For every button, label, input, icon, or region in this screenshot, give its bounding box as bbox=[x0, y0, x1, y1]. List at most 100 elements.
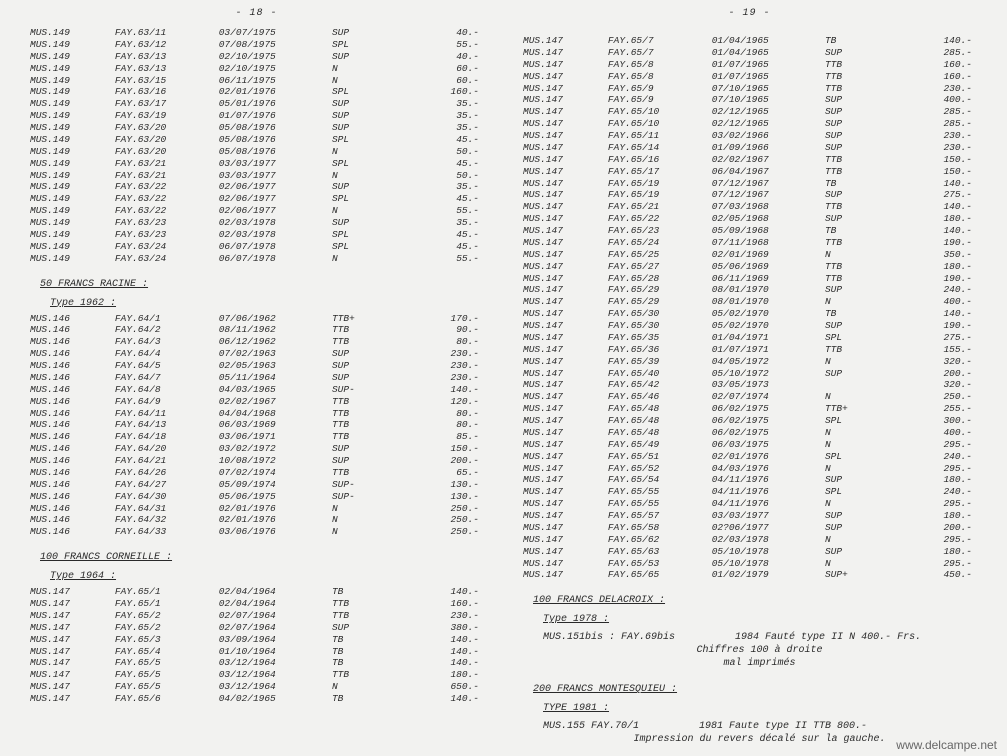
cell: FAY.65/27 bbox=[608, 261, 712, 273]
table-row: MUS.149FAY.63/2005/08/1976SUP35.- bbox=[30, 122, 483, 134]
cell: SUP bbox=[825, 94, 891, 106]
cell: 02/01/1976 bbox=[219, 86, 332, 98]
cell: MUS.149 bbox=[30, 205, 115, 217]
table-row: MUS.147FAY.65/2705/06/1969TTB180.- bbox=[523, 261, 976, 273]
page-number-left: - 18 - bbox=[30, 8, 483, 19]
cell: FAY.65/48 bbox=[608, 403, 712, 415]
cell: FAY.65/14 bbox=[608, 142, 712, 154]
table-row: MUS.147FAY.65/2407/11/1968TTB190.- bbox=[523, 237, 976, 249]
cell: FAY.63/13 bbox=[115, 63, 219, 75]
cell: MUS.147 bbox=[523, 344, 608, 356]
table-row: MUS.149FAY.63/1302/10/1975SUP40.- bbox=[30, 51, 483, 63]
cell: FAY.65/58 bbox=[608, 522, 712, 534]
cell: SUP bbox=[825, 130, 891, 142]
cell: 06/11/1975 bbox=[219, 75, 332, 87]
cell: 08/01/1970 bbox=[712, 284, 825, 296]
cell: MUS.149 bbox=[30, 158, 115, 170]
cell: 02/04/1964 bbox=[219, 586, 332, 598]
delacroix-note-3: mal imprimés bbox=[543, 657, 976, 670]
cell: MUS.146 bbox=[30, 336, 115, 348]
cell: 07/11/1968 bbox=[712, 237, 825, 249]
cell: FAY.65/52 bbox=[608, 463, 712, 475]
cell: 03/12/1964 bbox=[219, 657, 332, 669]
cell: 140.- bbox=[891, 225, 976, 237]
cell: FAY.64/2 bbox=[115, 324, 219, 336]
cell: 200.- bbox=[891, 368, 976, 380]
table-row: MUS.147FAY.65/3501/04/1971SPL275.- bbox=[523, 332, 976, 344]
cell: SPL bbox=[332, 158, 398, 170]
cell: SPL bbox=[332, 241, 398, 253]
cell: FAY.64/21 bbox=[115, 455, 219, 467]
table-row: MUS.149FAY.63/2202/06/1977SPL45.- bbox=[30, 193, 483, 205]
cell: SUP bbox=[332, 348, 398, 360]
cell: 06/12/1962 bbox=[219, 336, 332, 348]
cell: 35.- bbox=[398, 110, 483, 122]
cell: SUP bbox=[825, 213, 891, 225]
cell: 240.- bbox=[891, 486, 976, 498]
cell: MUS.149 bbox=[30, 86, 115, 98]
cell: FAY.63/21 bbox=[115, 158, 219, 170]
cell: SUP bbox=[332, 98, 398, 110]
cell: 230.- bbox=[398, 610, 483, 622]
cell: 05/06/1969 bbox=[712, 261, 825, 273]
table-row: MUS.149FAY.63/2302/03/1978SUP35.- bbox=[30, 217, 483, 229]
cell: 05/10/1978 bbox=[712, 546, 825, 558]
cell: 230.- bbox=[398, 372, 483, 384]
cell: MUS.147 bbox=[523, 284, 608, 296]
cell: SUP- bbox=[332, 491, 398, 503]
table-row: MUS.146FAY.64/1104/04/1968TTB80.- bbox=[30, 408, 483, 420]
cell: FAY.63/21 bbox=[115, 170, 219, 182]
cell: FAY.65/29 bbox=[608, 296, 712, 308]
cell: FAY.65/17 bbox=[608, 166, 712, 178]
cell: TTB bbox=[825, 83, 891, 95]
table-row: MUS.147FAY.65/1002/12/1965SUP285.- bbox=[523, 118, 976, 130]
cell: 03/12/1964 bbox=[219, 681, 332, 693]
cell: MUS.147 bbox=[523, 261, 608, 273]
cell: FAY.65/6 bbox=[115, 693, 219, 705]
cell: MUS.147 bbox=[523, 451, 608, 463]
cell: MUS.149 bbox=[30, 146, 115, 158]
cell: 380.- bbox=[398, 622, 483, 634]
cell: FAY.63/22 bbox=[115, 205, 219, 217]
table-row: MUS.146FAY.64/2607/02/1974TTB65.- bbox=[30, 467, 483, 479]
cell: 02/06/1977 bbox=[219, 205, 332, 217]
table-mus147-left: MUS.147FAY.65/102/04/1964TB140.-MUS.147F… bbox=[30, 586, 483, 705]
cell: 06/07/1978 bbox=[219, 241, 332, 253]
subtitle-type-1962: Type 1962 : bbox=[50, 298, 483, 309]
table-row: MUS.149FAY.63/2202/06/1977SUP35.- bbox=[30, 181, 483, 193]
table-row: MUS.149FAY.63/1103/07/1975SUP40.- bbox=[30, 27, 483, 39]
cell: 50.- bbox=[398, 170, 483, 182]
table-row: MUS.147FAY.65/102/04/1964TB140.- bbox=[30, 586, 483, 598]
table-row: MUS.147FAY.65/6202/03/1978N295.- bbox=[523, 534, 976, 546]
cell: MUS.149 bbox=[30, 134, 115, 146]
cell: 400.- bbox=[891, 94, 976, 106]
cell: FAY.65/7 bbox=[608, 35, 712, 47]
subtitle-type-1981: TYPE 1981 : bbox=[543, 703, 976, 714]
cell: 40.- bbox=[398, 51, 483, 63]
cell: TB bbox=[825, 178, 891, 190]
cell: MUS.149 bbox=[30, 193, 115, 205]
cell: 03/06/1976 bbox=[219, 526, 332, 538]
cell: 03/02/1966 bbox=[712, 130, 825, 142]
cell: MUS.146 bbox=[30, 324, 115, 336]
section-100f-delacroix: 100 FRANCS DELACROIX : bbox=[533, 595, 976, 606]
cell: 01/07/1965 bbox=[712, 59, 825, 71]
table-row: MUS.147FAY.65/5204/03/1976N295.- bbox=[523, 463, 976, 475]
cell: 05/10/1978 bbox=[712, 558, 825, 570]
cell: 255.- bbox=[891, 403, 976, 415]
cell: MUS.147 bbox=[523, 498, 608, 510]
cell: 05/02/1970 bbox=[712, 320, 825, 332]
cell: N bbox=[825, 534, 891, 546]
cell: FAY.65/11 bbox=[608, 130, 712, 142]
cell: MUS.147 bbox=[523, 439, 608, 451]
cell: SUP bbox=[825, 284, 891, 296]
cell: SUP bbox=[332, 122, 398, 134]
table-row: MUS.147FAY.65/5703/03/1977SUP180.- bbox=[523, 510, 976, 522]
cell: 07/10/1965 bbox=[712, 94, 825, 106]
cell: 02/02/1967 bbox=[712, 154, 825, 166]
cell: 06/03/1975 bbox=[712, 439, 825, 451]
table-row: MUS.147FAY.65/3005/02/1970TB140.- bbox=[523, 308, 976, 320]
cell: 180.- bbox=[891, 474, 976, 486]
cell: 180.- bbox=[891, 261, 976, 273]
cell: FAY.65/48 bbox=[608, 427, 712, 439]
